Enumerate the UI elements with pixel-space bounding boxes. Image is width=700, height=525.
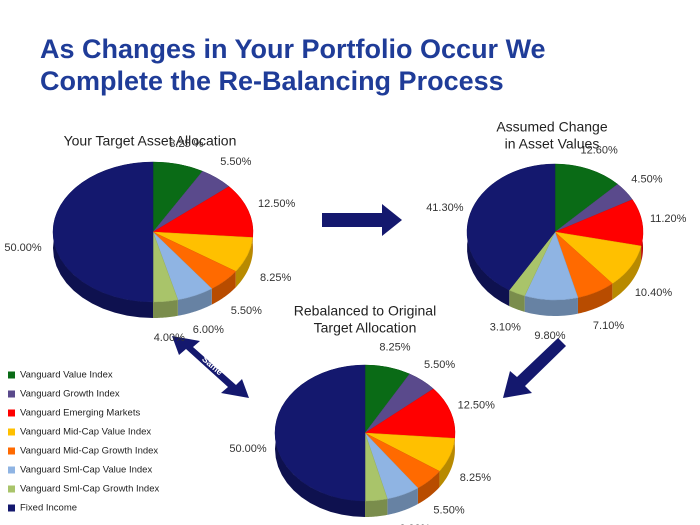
pie-side	[387, 488, 418, 515]
value-label: 10.40%	[635, 287, 673, 299]
legend-swatch	[8, 371, 15, 379]
legend-label: Vanguard Sml-Cap Growth Index	[20, 484, 159, 495]
chart-title: Assumed Change	[496, 119, 608, 135]
pie-side	[509, 290, 525, 312]
pie-side	[577, 283, 613, 314]
chart-title: Target Allocation	[314, 320, 417, 336]
pie-side	[235, 237, 253, 288]
chart-title: in Asset Values	[505, 136, 600, 152]
value-label: 3.10%	[490, 322, 521, 334]
legend-label: Vanguard Sml-Cap Value Index	[20, 465, 152, 476]
legend-label: Vanguard Growth Index	[20, 389, 120, 400]
chart-title: Rebalanced to Original	[294, 303, 436, 319]
value-label: 6.00%	[399, 523, 430, 525]
pie-side	[211, 271, 236, 305]
legend-label: Vanguard Mid-Cap Value Index	[20, 427, 151, 438]
value-label: 8.25%	[379, 341, 410, 353]
legend-swatch	[8, 409, 15, 417]
pie-side	[177, 288, 212, 316]
value-label: 9.80%	[534, 330, 565, 342]
value-label: 41.30%	[426, 202, 464, 214]
pie-side	[524, 295, 578, 316]
pie-slice	[274, 364, 366, 502]
value-label: 12.50%	[458, 400, 496, 412]
value-label: 6.00%	[193, 324, 224, 336]
double-arrow	[172, 336, 249, 398]
legend-swatch	[8, 390, 15, 398]
pie-slice	[364, 388, 456, 439]
pie-side	[417, 471, 440, 505]
value-label: 8.25%	[260, 272, 291, 284]
pie-side	[612, 245, 642, 300]
legend-label: Vanguard Mid-Cap Growth Index	[20, 446, 158, 457]
slide-title: As Changes in Your Portfolio Occur We	[40, 34, 546, 64]
value-label: 4.50%	[631, 173, 662, 185]
legend-swatch	[8, 447, 15, 455]
legend-label: Vanguard Emerging Markets	[20, 408, 140, 419]
arrow-label: Same	[200, 354, 225, 377]
pie-side	[439, 438, 455, 488]
value-label: 7.10%	[593, 320, 624, 332]
arrow	[322, 204, 402, 236]
value-label: 11.20%	[650, 213, 687, 225]
legend-label: Vanguard Value Index	[20, 370, 113, 381]
value-label: 50.00%	[4, 242, 42, 254]
value-label: 5.50%	[231, 305, 262, 317]
value-label: 50.00%	[229, 443, 267, 455]
legend-swatch	[8, 504, 15, 512]
pie-side	[365, 498, 388, 517]
slide-title: Complete the Re-Balancing Process	[40, 66, 504, 96]
legend-swatch	[8, 428, 15, 436]
pie-slice	[466, 163, 556, 291]
pie-slice	[152, 186, 254, 238]
value-label: 4.00%	[154, 332, 185, 344]
legend-swatch	[8, 466, 15, 474]
pie-side	[153, 299, 178, 318]
value-label: 5.50%	[433, 504, 464, 516]
arrow	[503, 338, 566, 398]
value-label: 8.25 %	[169, 138, 203, 150]
value-label: 5.50%	[220, 156, 251, 168]
pie-slice	[554, 163, 619, 233]
value-label: 12.60%	[580, 144, 618, 156]
chart-title: Your Target Asset Allocation	[64, 133, 237, 149]
value-label: 12.50%	[258, 198, 296, 210]
legend-label: Fixed Income	[20, 503, 77, 514]
value-label: 5.50%	[424, 359, 455, 371]
legend-swatch	[8, 485, 15, 493]
value-label: 8.25%	[460, 472, 491, 484]
pie-slice	[52, 161, 154, 303]
